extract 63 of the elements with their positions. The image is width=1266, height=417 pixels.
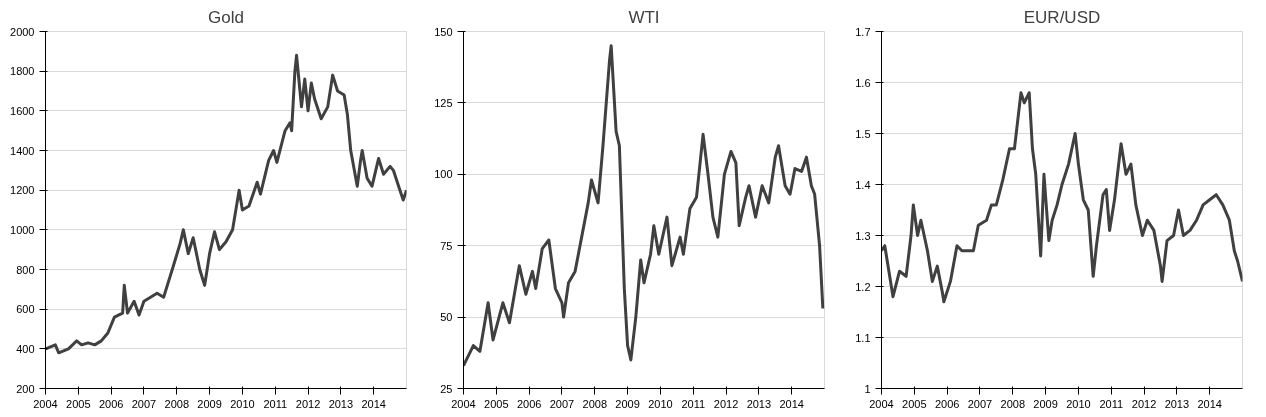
x-tick-label: 2014	[361, 397, 386, 410]
x-tick-label: 2010	[648, 397, 673, 410]
x-tick-label: 2013	[1164, 397, 1190, 410]
y-tick-label: 400	[16, 342, 35, 355]
x-tick-label: 2011	[263, 397, 288, 410]
chart-title: WTI	[628, 7, 660, 27]
x-tick-label: 2014	[779, 397, 804, 410]
x-tick-label: 2011	[1099, 397, 1124, 410]
x-tick-label: 2009	[615, 397, 640, 410]
y-tick-label: 1800	[10, 65, 35, 78]
x-tick-label: 2008	[582, 397, 608, 410]
x-tick-label: 2006	[516, 397, 542, 410]
x-tick-label: 2007	[131, 397, 157, 410]
x-tick-label: 2007	[549, 397, 575, 410]
x-tick-label: 2007	[967, 397, 993, 410]
x-tick-label: 2004	[869, 397, 894, 410]
y-tick-label: 100	[434, 168, 453, 181]
y-tick-label: 150	[434, 25, 453, 38]
x-tick-label: 2013	[328, 397, 354, 410]
y-tick-label: 125	[434, 96, 453, 109]
y-tick-label: 600	[16, 303, 35, 316]
y-tick-label: 2000	[10, 25, 35, 38]
x-tick-label: 2005	[66, 397, 91, 410]
x-tick-label: 2011	[681, 397, 706, 410]
line-series	[881, 91, 1243, 304]
y-tick-label: 1.6	[855, 76, 871, 89]
y-tick-label: 800	[16, 263, 35, 276]
line-series	[45, 53, 407, 355]
y-tick-label: 1200	[10, 184, 35, 197]
x-tick-label: 2009	[197, 397, 222, 410]
x-tick-label: 2013	[746, 397, 772, 410]
y-tick-label: 1.7	[855, 25, 871, 38]
y-tick-label: 1.1	[855, 331, 871, 344]
chart-title: Gold	[208, 7, 244, 27]
y-tick-label: 75	[440, 239, 453, 252]
x-tick-label: 2005	[484, 397, 509, 410]
chart-title: EUR/USD	[1023, 7, 1101, 27]
y-tick-label: 1000	[10, 223, 35, 236]
y-tick-label: 200	[16, 382, 35, 395]
y-tick-label: 1.4	[855, 178, 871, 191]
x-tick-label: 2012	[713, 397, 739, 410]
line-series	[463, 44, 825, 368]
x-tick-label: 2014	[1197, 397, 1222, 410]
y-tick-label: 1400	[10, 144, 35, 157]
y-tick-label: 1.5	[855, 127, 871, 140]
y-tick-label: 1.3	[855, 229, 871, 242]
x-tick-label: 2009	[1033, 397, 1058, 410]
y-tick-label: 50	[440, 311, 453, 324]
x-tick-label: 2012	[1131, 397, 1157, 410]
x-tick-label: 2010	[1066, 397, 1091, 410]
x-tick-label: 2010	[230, 397, 255, 410]
x-tick-label: 2008	[1000, 397, 1026, 410]
y-tick-label: 1600	[10, 104, 35, 117]
y-tick-label: 25	[440, 382, 453, 395]
y-tick-label: 1	[864, 382, 871, 395]
x-tick-label: 2008	[164, 397, 190, 410]
x-tick-label: 2006	[98, 397, 124, 410]
x-tick-label: 2004	[33, 397, 58, 410]
x-tick-label: 2005	[902, 397, 927, 410]
y-tick-label: 1.2	[855, 280, 871, 293]
x-tick-label: 2012	[295, 397, 321, 410]
x-tick-label: 2006	[934, 397, 960, 410]
x-tick-label: 2004	[451, 397, 476, 410]
